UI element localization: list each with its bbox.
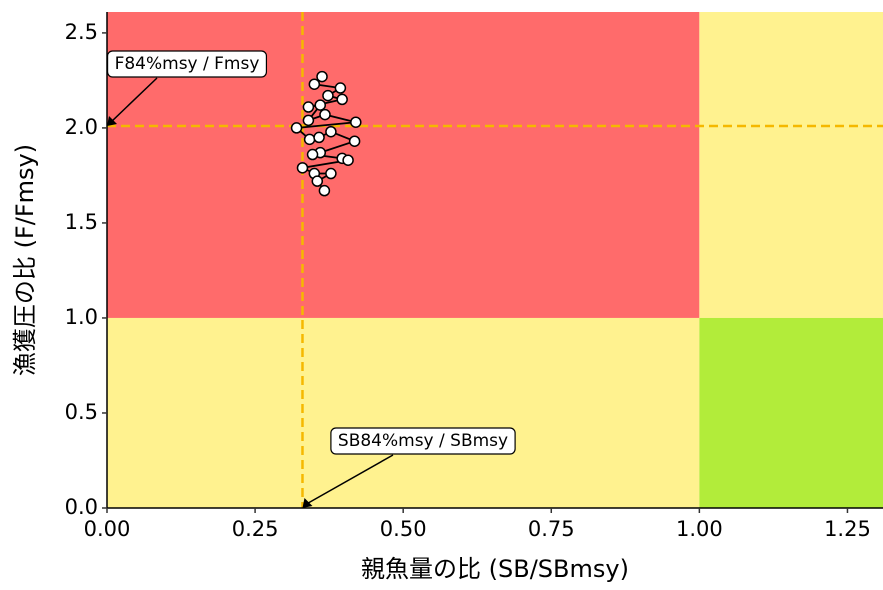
data-point (302, 101, 315, 113)
y-tick-label: 1.5 (65, 210, 98, 234)
data-point (342, 154, 354, 166)
y-axis-title: 漁獲圧の比 (F/Fmsy) (11, 144, 39, 376)
x-axis-title: 親魚量の比 (SB/SBmsy) (361, 555, 629, 583)
x-tick-label: 0.75 (528, 517, 575, 541)
data-point (350, 116, 362, 128)
arrow-head (302, 498, 313, 508)
data-point (313, 131, 325, 144)
zone-yellow (107, 317, 700, 508)
y-tick-label: 0.5 (65, 400, 98, 424)
y-tick-label: 1.0 (65, 305, 98, 329)
annotation-arrow (110, 77, 158, 123)
y-tick-label: 2.5 (65, 20, 98, 44)
data-point (316, 70, 328, 83)
x-tick-label: 0.25 (232, 517, 279, 541)
data-point (325, 167, 337, 180)
data-point (314, 99, 327, 111)
x-tick-label: 1.00 (676, 517, 723, 541)
data-point (308, 78, 321, 90)
data-point (290, 122, 303, 134)
data-point (322, 89, 334, 102)
data-point (296, 162, 309, 174)
data-point (319, 108, 331, 121)
annotation-arrow (306, 454, 394, 505)
data-point (348, 135, 361, 147)
annotation-box (330, 427, 516, 455)
zone-green (699, 317, 883, 508)
data-point (311, 175, 324, 187)
annotation-label: F84%msy / Fmsy (115, 54, 260, 74)
y-tick-label: 2.0 (65, 115, 98, 139)
data-point (336, 93, 348, 106)
x-tick-label: 1.25 (824, 517, 871, 541)
zone-yellow (699, 12, 883, 318)
arrow-head (107, 116, 117, 127)
annotation-box (106, 50, 268, 78)
x-tick-label: 0.00 (84, 517, 131, 541)
data-point (318, 184, 331, 197)
x-tick-label: 0.50 (380, 517, 427, 541)
data-point (334, 82, 347, 94)
data-point (325, 125, 337, 138)
data-point (303, 133, 316, 146)
annotation-label: SB84%msy / SBmsy (338, 431, 508, 451)
y-tick-label: 0.0 (65, 495, 98, 519)
data-point (302, 114, 315, 127)
data-point (306, 148, 319, 161)
